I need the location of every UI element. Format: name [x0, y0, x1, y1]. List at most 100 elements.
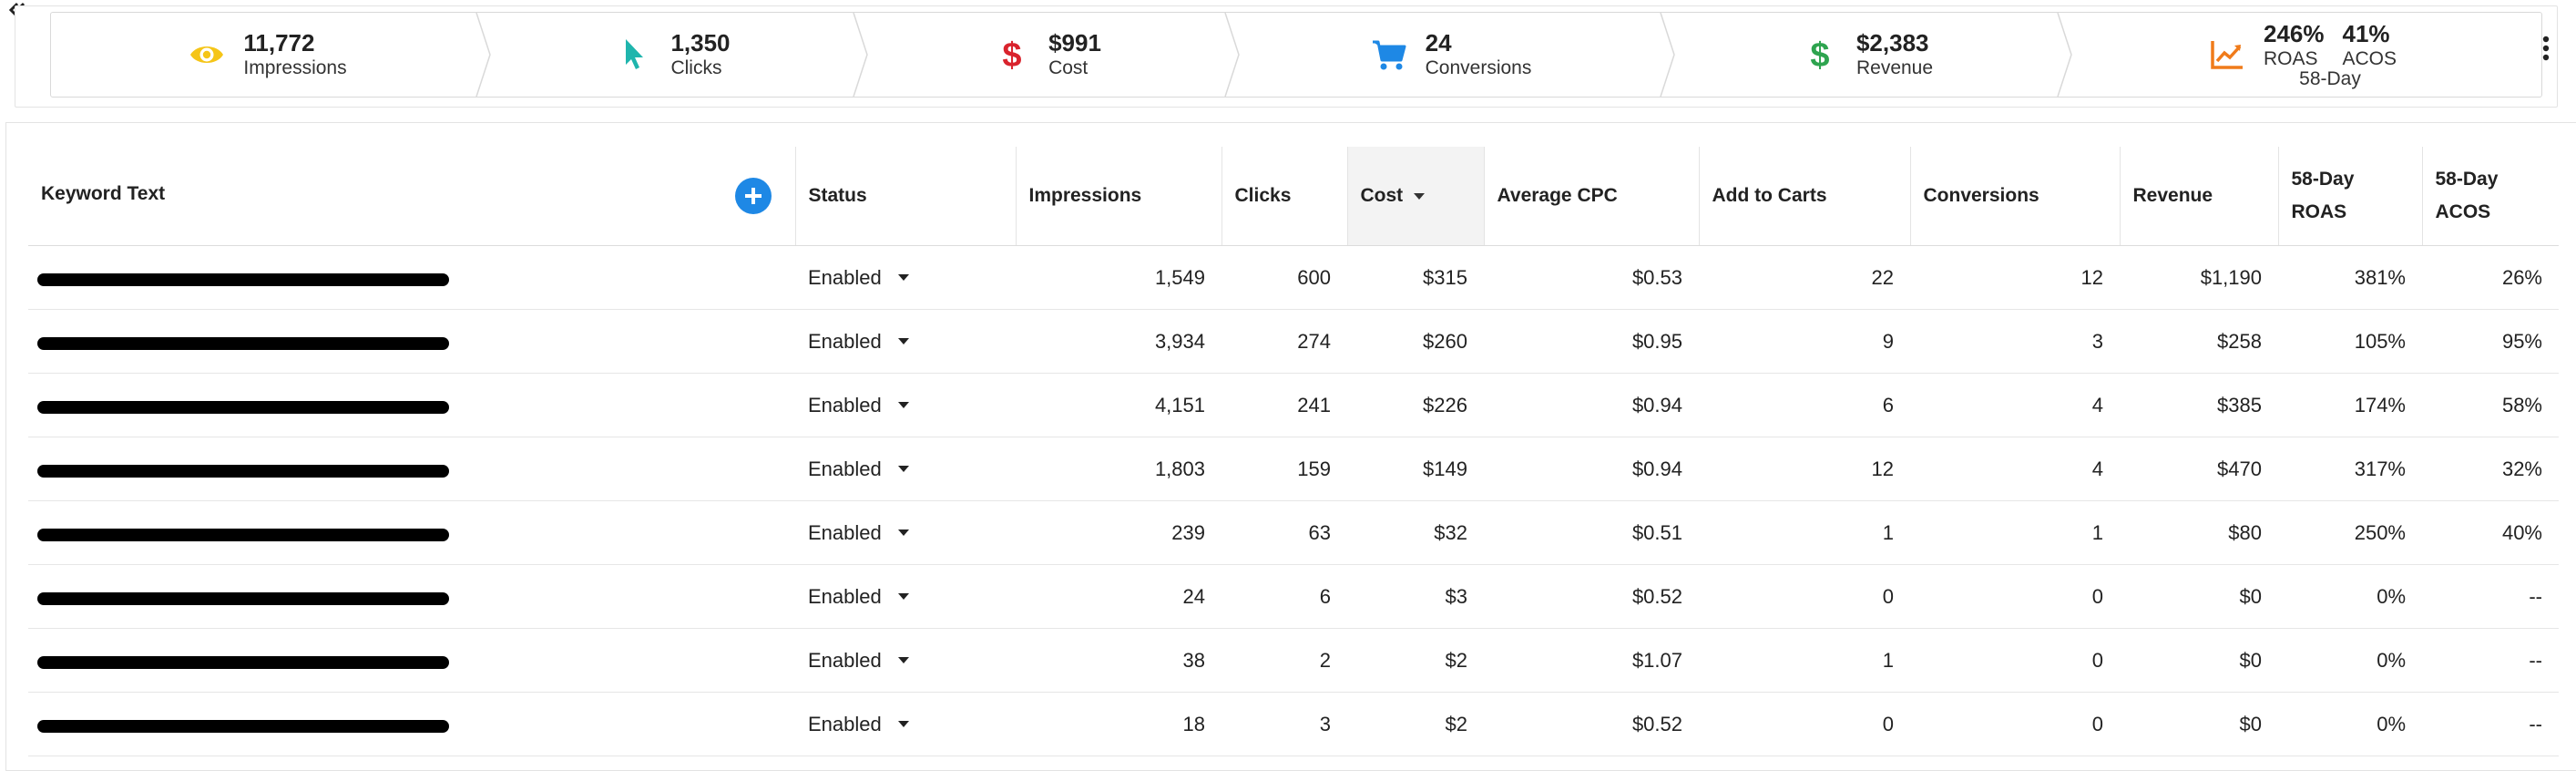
table-row[interactable]: Enabled 18 3 $2 $0.52 0 0 $0 0% -- — [28, 692, 2559, 756]
header-impressions[interactable]: Impressions — [1015, 147, 1222, 246]
roas-label: ROAS — [2263, 48, 2318, 69]
metric-clicks: 1,350 Clicks — [485, 13, 868, 97]
keyword-text-cell[interactable] — [28, 500, 795, 565]
cost-cell: $315 — [1347, 245, 1484, 310]
clicks-cell: 274 — [1222, 309, 1347, 374]
table-row[interactable]: Enabled 4,151 241 $226 $0.94 6 4 $385 174% 58% — [28, 373, 2559, 437]
header-clicks[interactable]: Clicks — [1221, 147, 1347, 246]
header-58-day-roas[interactable]: 58-Day ROAS — [2277, 147, 2422, 246]
header-add-to-carts[interactable]: Add to Carts — [1698, 147, 1910, 246]
status-dropdown[interactable]: Enabled — [808, 394, 909, 417]
roas-cell: 0% — [2278, 628, 2422, 693]
impressions-cell: 38 — [1016, 628, 1222, 693]
revenue-label: Revenue — [1855, 57, 1934, 78]
header-58-day-acos[interactable]: 58-Day ACOS — [2421, 147, 2559, 246]
add-to-carts-cell: 12 — [1699, 437, 1910, 501]
impressions-cell: 1,803 — [1016, 437, 1222, 501]
status-cell: Enabled — [795, 245, 1016, 310]
conversions-cell: 3 — [1910, 309, 2120, 374]
dollar-icon: $ — [994, 36, 1030, 73]
status-value: Enabled — [808, 584, 882, 608]
caret-down-icon — [897, 593, 909, 600]
roas-cell: 0% — [2278, 692, 2422, 756]
header-cost-sorted[interactable]: Cost — [1346, 147, 1484, 246]
status-dropdown[interactable]: Enabled — [808, 457, 909, 481]
svg-text:$: $ — [1810, 36, 1829, 73]
header-revenue[interactable]: Revenue — [2119, 147, 2278, 246]
status-cell: Enabled — [795, 692, 1016, 756]
table-row[interactable]: Enabled 1,803 159 $149 $0.94 12 4 $470 317% 32% — [28, 437, 2559, 501]
status-dropdown[interactable]: Enabled — [808, 330, 909, 354]
cost-cell: $2 — [1347, 692, 1484, 756]
avg-cpc-cell: $0.94 — [1484, 373, 1699, 437]
chevron-separator — [853, 13, 868, 97]
table-header-row: Keyword Text Status Impressions Clicks C… — [28, 147, 2559, 246]
redaction-bar — [37, 529, 449, 541]
roas-cell: 105% — [2278, 309, 2422, 374]
cursor-icon — [616, 36, 652, 73]
keyword-text-cell[interactable] — [28, 628, 795, 693]
status-dropdown[interactable]: Enabled — [808, 649, 909, 673]
header-average-cpc-label: Average CPC — [1497, 185, 1618, 206]
cost-cell: $149 — [1347, 437, 1484, 501]
status-dropdown[interactable]: Enabled — [808, 521, 909, 545]
caret-down-icon — [897, 466, 909, 472]
redaction-bar — [37, 401, 449, 414]
keyword-text-cell[interactable] — [28, 373, 795, 437]
header-revenue-label: Revenue — [2132, 185, 2213, 206]
table-row[interactable]: Enabled 1,549 600 $315 $0.53 22 12 $1,190 381% 26… — [28, 245, 2559, 310]
keyword-text-cell[interactable] — [28, 564, 795, 629]
status-dropdown[interactable]: Enabled — [808, 585, 909, 609]
keywords-table: Keyword Text Status Impressions Clicks C… — [28, 147, 2559, 756]
conversions-cell: 1 — [1910, 500, 2120, 565]
status-cell: Enabled — [795, 309, 1016, 374]
add-to-carts-cell: 6 — [1699, 373, 1910, 437]
keyword-text-cell[interactable] — [28, 437, 795, 501]
status-cell: Enabled — [795, 373, 1016, 437]
table-row[interactable]: Enabled 24 6 $3 $0.52 0 0 $0 0% -- — [28, 564, 2559, 629]
table-row[interactable]: Enabled 38 2 $2 $1.07 1 0 $0 0% -- — [28, 628, 2559, 693]
keyword-text-cell[interactable] — [28, 245, 795, 310]
conversions-cell: 0 — [1910, 564, 2120, 629]
acos-cell: -- — [2422, 564, 2559, 629]
keyword-text-cell[interactable] — [28, 309, 795, 374]
table-body: Enabled 1,549 600 $315 $0.53 22 12 $1,190 381% 26… — [28, 245, 2559, 756]
impressions-value: 11,772 — [243, 29, 315, 57]
revenue-cell: $0 — [2120, 564, 2278, 629]
status-cell: Enabled — [795, 437, 1016, 501]
revenue-cell: $0 — [2120, 692, 2278, 756]
header-keyword-text[interactable]: Keyword Text — [28, 147, 795, 246]
table-row[interactable]: Enabled 3,934 274 $260 $0.95 9 3 $258 105% 95% — [28, 309, 2559, 374]
redaction-bar — [37, 273, 449, 286]
cart-icon — [1371, 36, 1407, 73]
avg-cpc-cell: $0.52 — [1484, 692, 1699, 756]
header-average-cpc[interactable]: Average CPC — [1483, 147, 1699, 246]
metric-impressions: 11,772 Impressions — [51, 13, 491, 97]
chevron-separator — [1224, 13, 1240, 97]
cost-label: Cost — [1048, 57, 1089, 78]
summary-metrics-bar: 11,772 Impressions 1,350 Clicks $ $991 C… — [50, 12, 2542, 98]
status-dropdown[interactable]: Enabled — [808, 266, 909, 290]
header-acos-line1: 58-Day — [2435, 169, 2499, 190]
avg-cpc-cell: $0.94 — [1484, 437, 1699, 501]
header-status[interactable]: Status — [794, 147, 1016, 246]
impressions-cell: 239 — [1016, 500, 1222, 565]
header-conversions[interactable]: Conversions — [1909, 147, 2120, 246]
keywords-table-panel: Keyword Text Status Impressions Clicks C… — [5, 122, 2576, 771]
conversions-value: 24 — [1425, 29, 1452, 57]
status-value: Enabled — [808, 520, 882, 544]
impressions-cell: 18 — [1016, 692, 1222, 756]
more-options-kebab-icon[interactable] — [2540, 35, 2552, 62]
table-row[interactable]: Enabled 239 63 $32 $0.51 1 1 $80 250% 40% — [28, 500, 2559, 565]
keyword-text-cell[interactable] — [28, 692, 795, 756]
status-dropdown[interactable]: Enabled — [808, 713, 909, 736]
acos-cell: -- — [2422, 692, 2559, 756]
add-keyword-plus-icon[interactable] — [734, 178, 772, 214]
redaction-bar — [37, 465, 449, 478]
header-keyword-label: Keyword Text — [41, 183, 166, 204]
status-value: Enabled — [808, 393, 882, 416]
roas-cell: 174% — [2278, 373, 2422, 437]
clicks-cell: 6 — [1222, 564, 1347, 629]
add-to-carts-cell: 22 — [1699, 245, 1910, 310]
clicks-cell: 159 — [1222, 437, 1347, 501]
